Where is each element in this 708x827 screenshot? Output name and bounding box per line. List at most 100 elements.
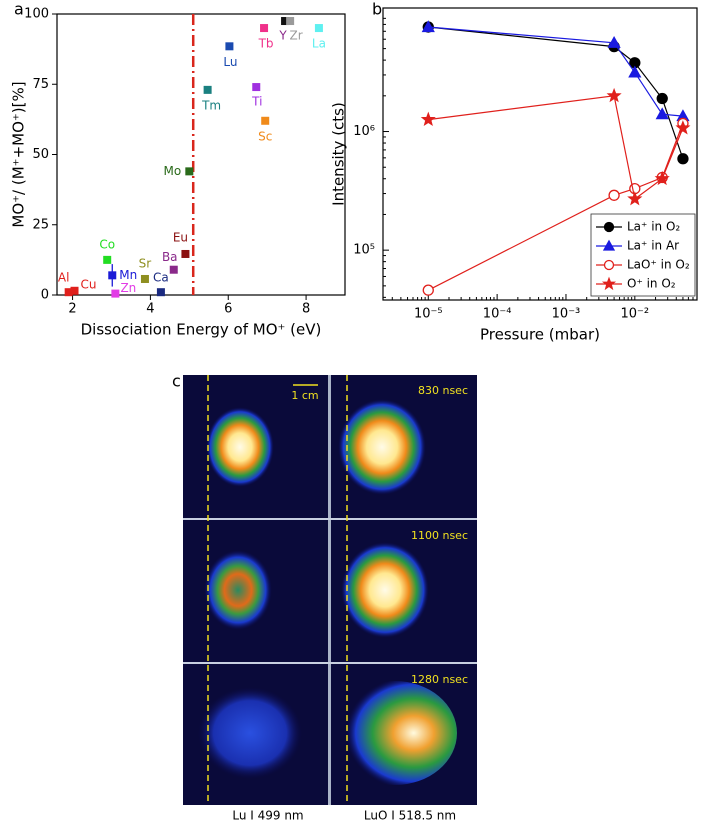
marker: [420, 111, 436, 127]
data-point: [260, 24, 269, 33]
marker: [628, 65, 642, 78]
separator: [183, 662, 477, 664]
point-label: Al: [58, 271, 70, 285]
point-label: Sc: [258, 129, 272, 143]
x-tick-label: 10⁻²: [621, 307, 650, 322]
chart: 2 4 6 8 0 25 50 75 100 Dissociation Energy of MO⁺…: [10, 7, 346, 339]
data-point: [314, 24, 323, 33]
point-label: Mn: [119, 268, 137, 282]
legend-marker: [602, 239, 616, 251]
marker: [655, 107, 669, 120]
separator: [328, 375, 331, 805]
y-tick-label: 50: [32, 147, 49, 162]
plume: [341, 542, 429, 638]
time-label: 1280 nsec: [411, 673, 468, 686]
marker: [421, 20, 435, 33]
scale-bar-label: 1 cm: [291, 389, 318, 402]
point-label: Lu: [223, 55, 237, 69]
column-caption: LuO I 518.5 nm: [364, 809, 456, 823]
point-label: Co: [99, 237, 115, 251]
separator: [183, 518, 477, 520]
x-tick-label: 2: [68, 302, 76, 317]
point-label: Ca: [153, 271, 169, 285]
point-label: Ba: [162, 250, 178, 264]
marker: [607, 35, 621, 48]
legend-marker: [603, 259, 615, 271]
data-point: [252, 83, 261, 92]
marker: [656, 92, 668, 105]
point-label: Ti: [251, 95, 262, 109]
plume: [338, 399, 426, 495]
y-tick-label: 0: [41, 288, 49, 303]
point-label: Zr: [290, 29, 303, 43]
panel-letter: c: [172, 372, 181, 391]
column-caption: Lu I 499 nm: [232, 809, 303, 823]
x-axis-title: Dissociation Energy of MO⁺ (eV): [81, 321, 322, 339]
plume: [333, 681, 457, 785]
panel-c: c 1 cm 830 nsec 1100 nsec 1280 nsec Lu I…: [172, 372, 477, 823]
marker: [606, 87, 622, 103]
point-label: Cu: [81, 277, 97, 291]
data-point: [225, 42, 234, 51]
data-point: [261, 116, 270, 125]
data-point: [181, 249, 190, 258]
legend: La⁺ in O₂ La⁺ in Ar LaO⁺ in O₂ O⁺ in O₂: [590, 213, 696, 297]
point-label: Zn: [120, 281, 136, 295]
legend-label: LaO⁺ in O₂: [627, 258, 690, 272]
data-point: [108, 271, 117, 280]
plume: [206, 407, 274, 487]
legend-marker: [603, 221, 615, 233]
plume: [204, 550, 272, 630]
marker: [677, 153, 689, 165]
x-tick-label: 6: [224, 302, 232, 317]
panel-letter: a: [14, 0, 24, 19]
x-tick-label: 4: [146, 302, 154, 317]
point-label: Tb: [258, 37, 274, 51]
data-point: [156, 288, 165, 297]
data-point: [281, 17, 290, 26]
y-tick-label: 25: [32, 217, 49, 232]
time-label: 830 nsec: [418, 384, 468, 397]
marker: [608, 189, 620, 201]
y-tick-label: 10⁵: [353, 243, 375, 258]
data-point: [111, 289, 120, 298]
plot-frame: [382, 7, 698, 301]
point-label: Tm: [201, 98, 221, 112]
data-point: [203, 85, 212, 94]
legend-label: La⁺ in Ar: [627, 239, 679, 253]
chart: 10⁻⁵ 10⁻⁴ 10⁻³ 10⁻² 10⁵ 10⁶ Pressure (mbar) Int…: [330, 7, 698, 344]
data-point: [140, 274, 149, 283]
x-tick-label: 10⁻⁴: [483, 307, 512, 322]
time-label: 1100 nsec: [411, 529, 468, 542]
data-point: [185, 167, 194, 176]
point-label: Mo: [163, 164, 181, 178]
x-tick-label: 10⁻³: [552, 307, 581, 322]
series-line: [428, 26, 684, 159]
point-label: Y: [278, 29, 287, 43]
plot-frame: [56, 13, 346, 296]
point-label: La: [312, 37, 326, 51]
series-line: [428, 95, 684, 201]
data-point: [169, 265, 178, 274]
legend-marker: [601, 276, 617, 291]
y-tick-label: 10⁶: [353, 124, 375, 139]
data-point: [103, 255, 112, 264]
plume: [198, 687, 302, 779]
y-tick-label: 100: [24, 7, 49, 22]
x-tick-label: 8: [302, 302, 310, 317]
y-axis-title: MO⁺/ (M⁺+MO⁺)[%]: [10, 81, 28, 227]
data-point: [70, 286, 79, 295]
data-point: [286, 17, 295, 26]
legend-label: La⁺ in O₂: [627, 220, 680, 234]
marker: [675, 120, 691, 135]
marker: [627, 191, 643, 206]
x-axis-title: Pressure (mbar): [480, 326, 600, 344]
point-label: Eu: [173, 230, 188, 244]
legend-label: O⁺ in O₂: [627, 277, 676, 291]
point-label: Sr: [139, 256, 152, 270]
x-tick-label: 10⁻⁵: [414, 307, 443, 322]
marker: [422, 284, 434, 296]
y-tick-label: 75: [32, 77, 49, 92]
marker: [654, 170, 670, 186]
